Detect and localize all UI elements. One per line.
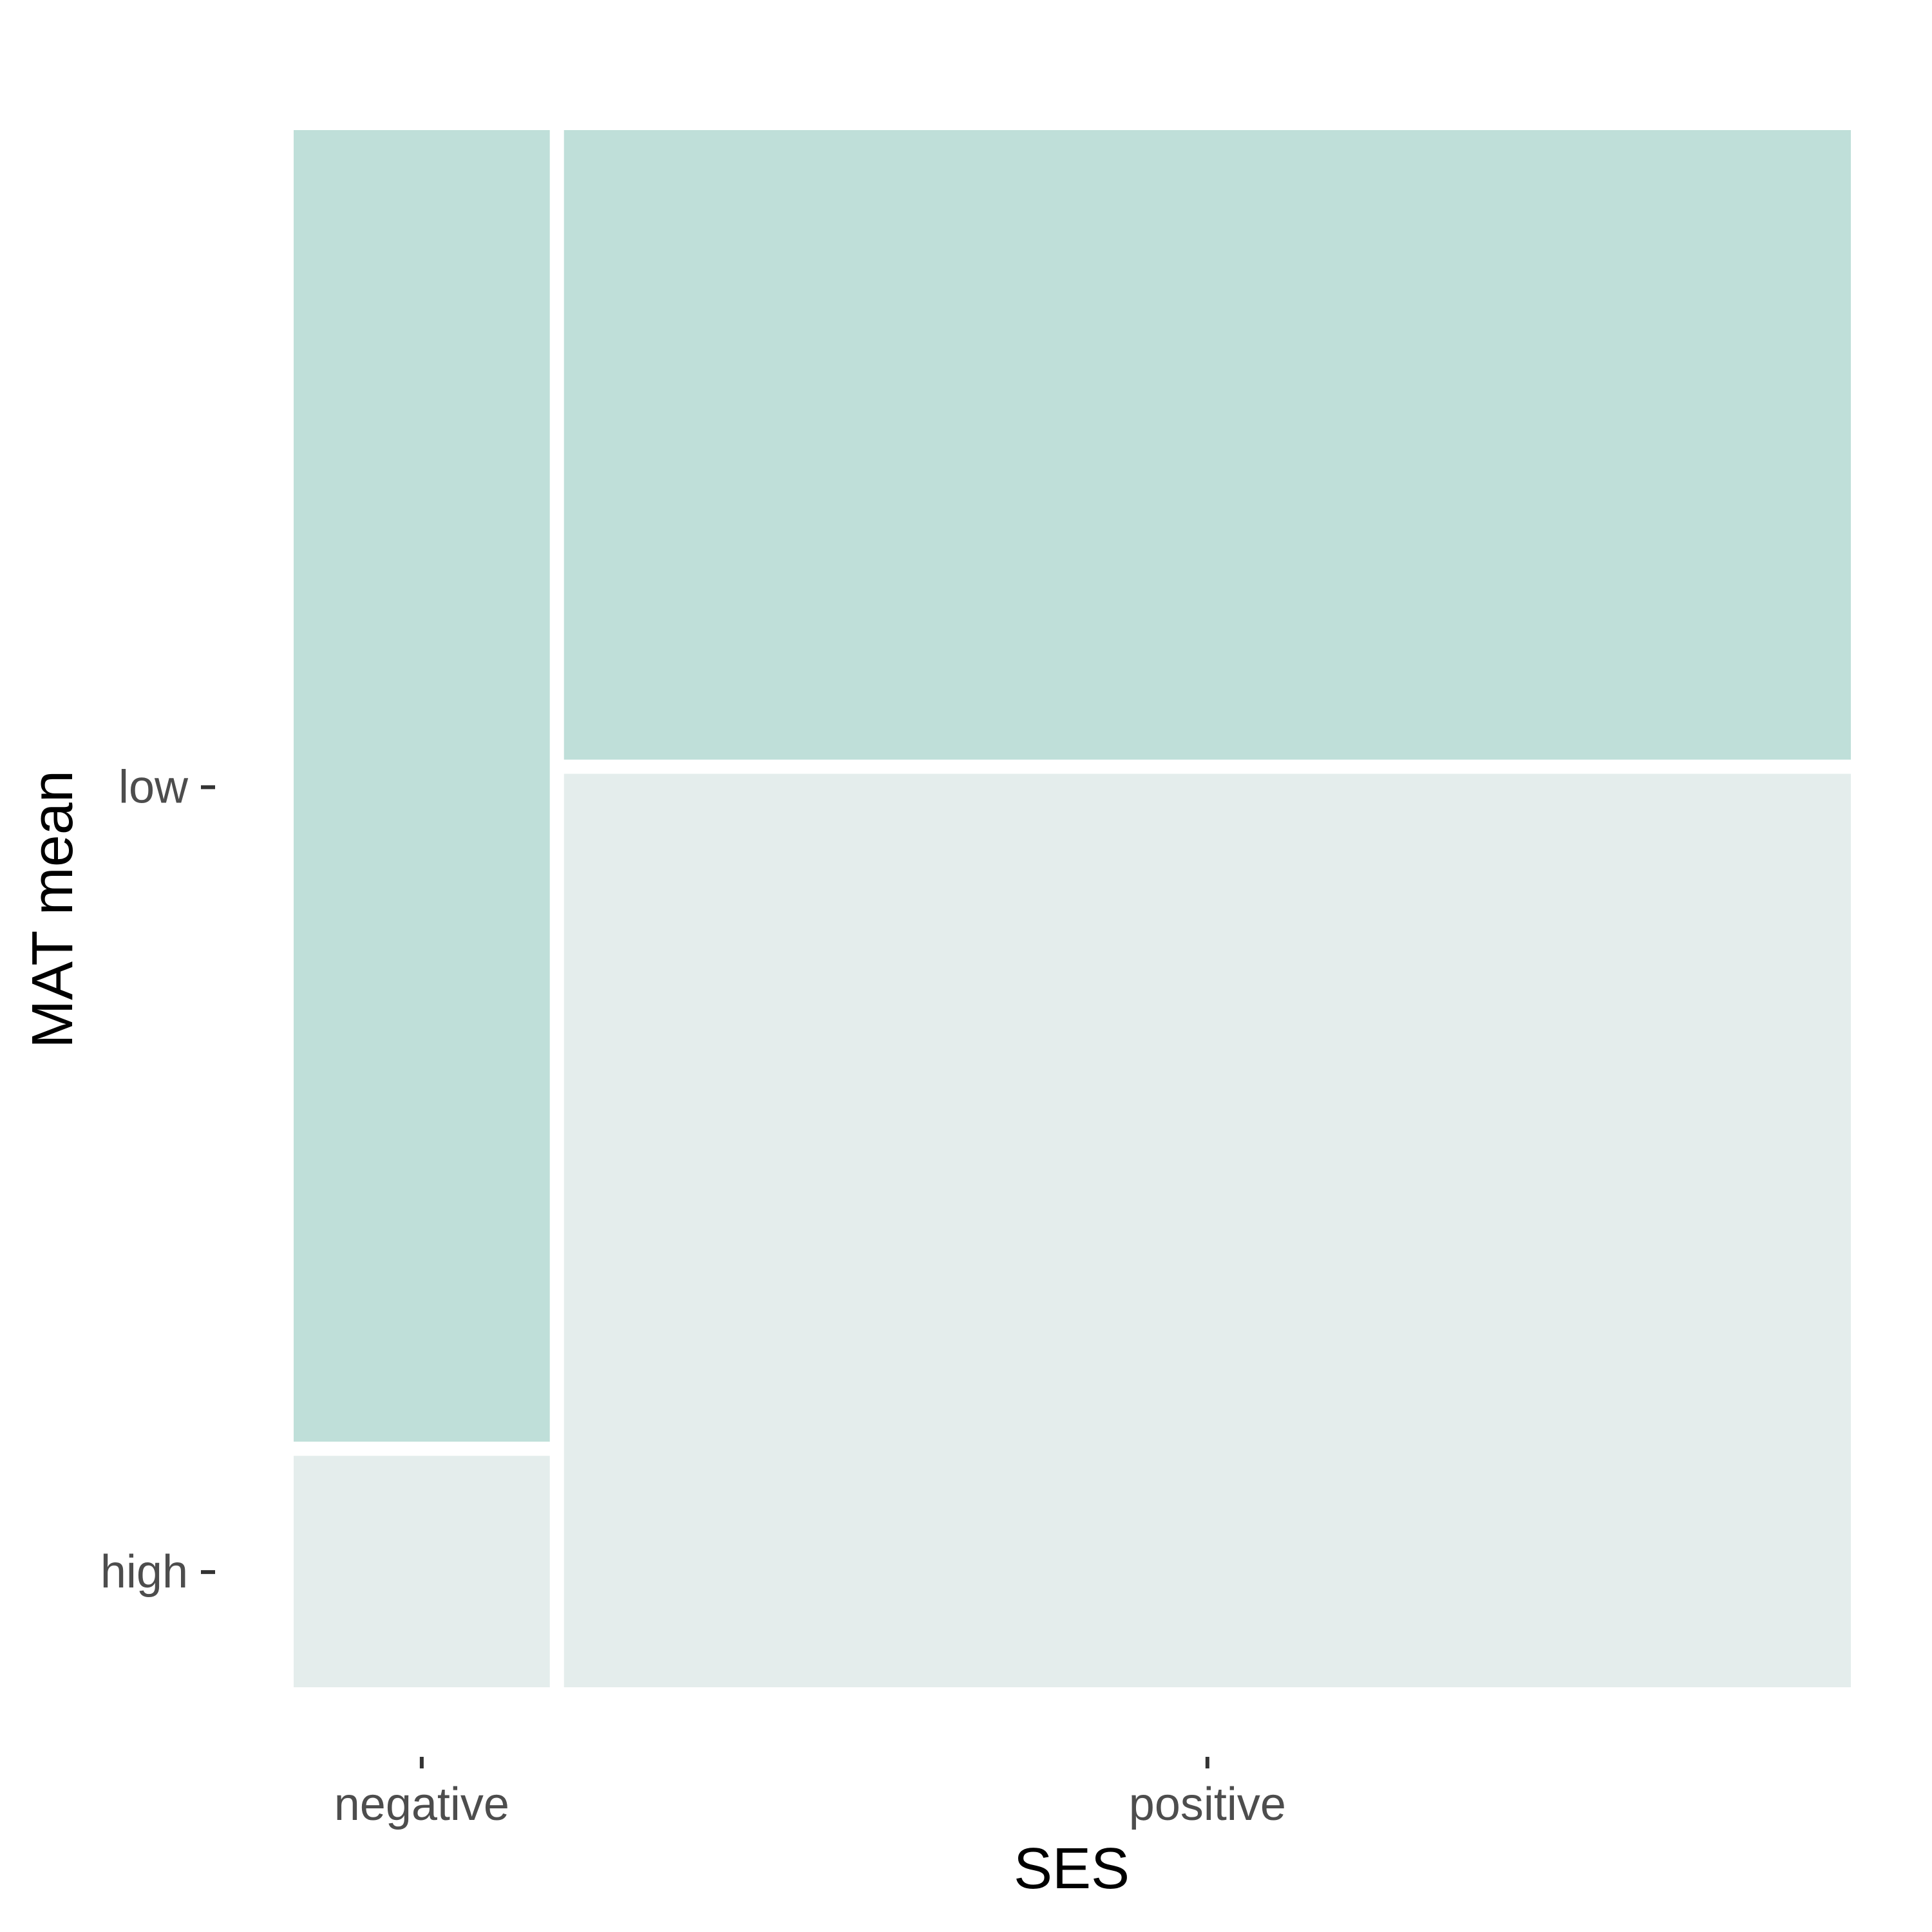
y-axis: low high <box>100 761 215 1598</box>
x-axis-title: SES <box>1014 1837 1130 1901</box>
y-tick-label-high: high <box>100 1546 188 1598</box>
x-tick-label-positive: positive <box>1129 1779 1286 1830</box>
x-tick-label-negative: negative <box>334 1779 509 1830</box>
cell-positive-low <box>564 130 1851 760</box>
x-axis: negative positive <box>334 1757 1286 1830</box>
cell-positive-high <box>564 773 1851 1687</box>
cell-negative-high <box>294 1455 550 1687</box>
cell-negative-low <box>294 130 550 1442</box>
y-tick-label-low: low <box>118 761 189 813</box>
y-axis-title: MAT mean <box>21 770 85 1048</box>
mosaic-cells <box>294 130 1851 1687</box>
